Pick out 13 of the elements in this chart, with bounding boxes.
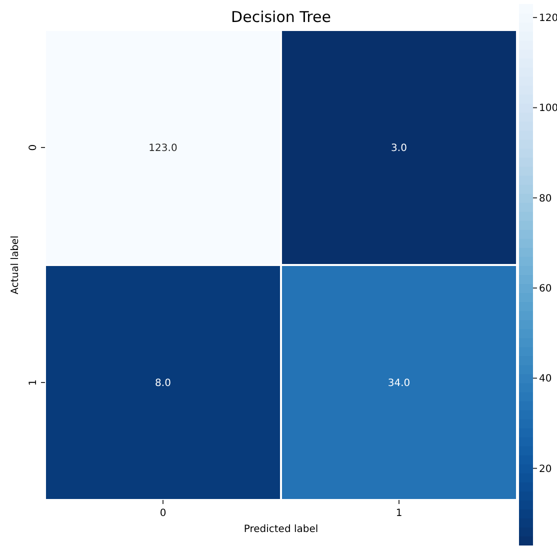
x-axis-title: Predicted label bbox=[244, 524, 318, 535]
data-label: 8.0 bbox=[155, 378, 171, 389]
color-bar-label: 100 bbox=[539, 103, 557, 114]
color-bar-label: 80 bbox=[539, 193, 552, 204]
color-bar-label: 120 bbox=[539, 13, 557, 24]
color-bar-label: 40 bbox=[539, 374, 552, 385]
chart-title: Decision Tree bbox=[231, 8, 331, 26]
data-label: 3.0 bbox=[391, 143, 407, 154]
color-bar-label: 20 bbox=[539, 464, 552, 475]
data-label: 34.0 bbox=[388, 378, 410, 389]
data-label: 123.0 bbox=[148, 143, 178, 154]
y-axis-title: Actual label bbox=[10, 236, 21, 294]
color-bar-label: 60 bbox=[539, 284, 552, 295]
